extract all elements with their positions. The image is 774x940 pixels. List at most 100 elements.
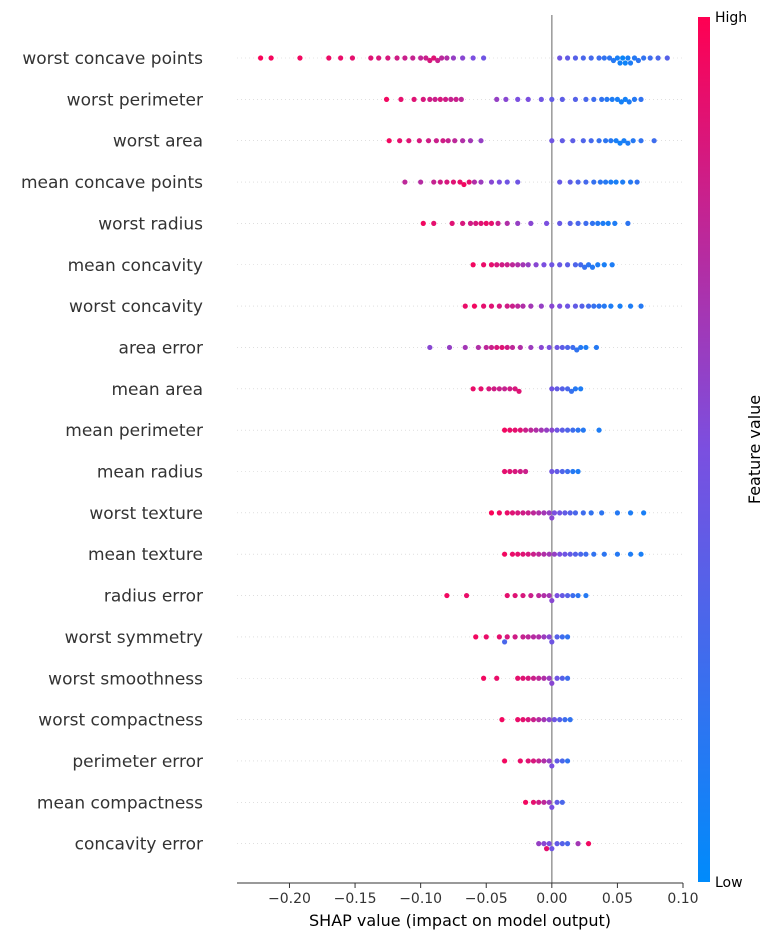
shap-point — [481, 55, 487, 61]
shap-point — [647, 55, 653, 61]
shap-point — [541, 675, 547, 681]
shap-point — [627, 551, 634, 557]
shap-point — [386, 138, 392, 144]
shap-point — [549, 138, 555, 144]
shap-point — [575, 179, 581, 185]
shap-point — [512, 468, 518, 475]
shap-point — [471, 179, 478, 185]
shap-point — [503, 96, 509, 102]
shap-point — [502, 551, 508, 557]
shap-point — [554, 468, 560, 475]
shap-point — [338, 55, 344, 61]
shap-point — [583, 551, 589, 557]
shap-point — [536, 841, 542, 847]
shap-point — [614, 510, 621, 516]
shap-point — [580, 138, 586, 144]
shap-point — [297, 55, 303, 61]
shap-point — [494, 96, 500, 102]
shap-point — [495, 220, 501, 226]
shap-point — [536, 510, 542, 516]
shap-point — [530, 634, 537, 640]
shap-point — [559, 799, 565, 805]
shap-point — [475, 344, 481, 351]
feature-label: worst smoothness — [48, 669, 203, 689]
shap-point — [471, 303, 478, 309]
feature-label: worst concave points — [22, 49, 203, 69]
shap-point — [599, 96, 605, 102]
shap-point — [549, 96, 555, 102]
shap-point — [606, 55, 613, 61]
shap-point — [496, 179, 502, 185]
shap-point — [559, 386, 565, 392]
shap-point — [554, 386, 560, 392]
shap-point — [431, 179, 437, 185]
shap-point — [625, 55, 631, 61]
shap-point — [614, 55, 621, 61]
shap-point — [517, 427, 523, 433]
shap-point — [638, 303, 644, 309]
shap-point — [491, 386, 497, 392]
shap-point — [559, 468, 565, 475]
shap-point — [488, 510, 495, 516]
shap-point — [572, 551, 579, 557]
shap-point — [515, 510, 521, 516]
shap-point — [613, 179, 619, 185]
shap-point — [564, 758, 571, 764]
shap-point — [504, 510, 510, 516]
shap-point — [462, 303, 468, 309]
shap-point — [478, 179, 484, 185]
feature-label: mean radius — [97, 463, 203, 483]
shap-point — [467, 220, 474, 226]
shap-point — [449, 220, 455, 226]
shap-point — [554, 841, 560, 847]
shap-point — [595, 262, 601, 268]
feature-label: mean texture — [88, 545, 203, 565]
shap-point — [520, 510, 526, 516]
shap-point — [470, 386, 476, 392]
shap-point — [525, 758, 531, 764]
shap-point — [525, 634, 531, 640]
shap-point — [507, 386, 513, 392]
feature-label: mean area — [111, 380, 203, 400]
shap-point — [627, 303, 634, 309]
shap-point — [591, 551, 597, 557]
feature-label: mean concave points — [21, 173, 203, 193]
shap-point — [416, 138, 422, 144]
shap-point — [605, 220, 611, 226]
shap-point — [496, 386, 502, 392]
shap-point — [504, 303, 510, 309]
shap-point — [546, 344, 552, 351]
shap-point — [567, 717, 573, 723]
x-tick-label: 0.00 — [536, 891, 567, 907]
shap-point — [572, 303, 579, 309]
shap-point — [481, 303, 487, 309]
shap-point — [551, 717, 558, 723]
shap-point — [420, 96, 426, 102]
shap-point — [559, 841, 565, 847]
shap-point — [504, 220, 510, 226]
shap-point — [349, 55, 356, 61]
shap-point — [541, 799, 547, 805]
shap-point — [609, 262, 615, 268]
colorbar-high-label: High — [715, 10, 747, 26]
shap-point — [437, 179, 443, 185]
shap-point — [617, 303, 623, 309]
feature-label: worst symmetry — [65, 628, 203, 648]
shap-point — [525, 510, 531, 516]
shap-point — [538, 96, 544, 102]
shap-point — [591, 179, 597, 185]
shap-point — [564, 303, 571, 309]
shap-point — [431, 220, 437, 226]
shap-point — [559, 427, 565, 433]
shap-point — [638, 138, 644, 144]
shap-point — [596, 138, 602, 144]
shap-point — [507, 427, 513, 433]
shap-point — [546, 799, 552, 805]
shap-point — [575, 841, 581, 847]
shap-point — [448, 96, 454, 102]
shap-point — [564, 468, 571, 475]
shap-point — [496, 303, 502, 309]
shap-point — [575, 220, 581, 226]
shap-point — [572, 96, 579, 102]
shap-point — [499, 262, 505, 268]
